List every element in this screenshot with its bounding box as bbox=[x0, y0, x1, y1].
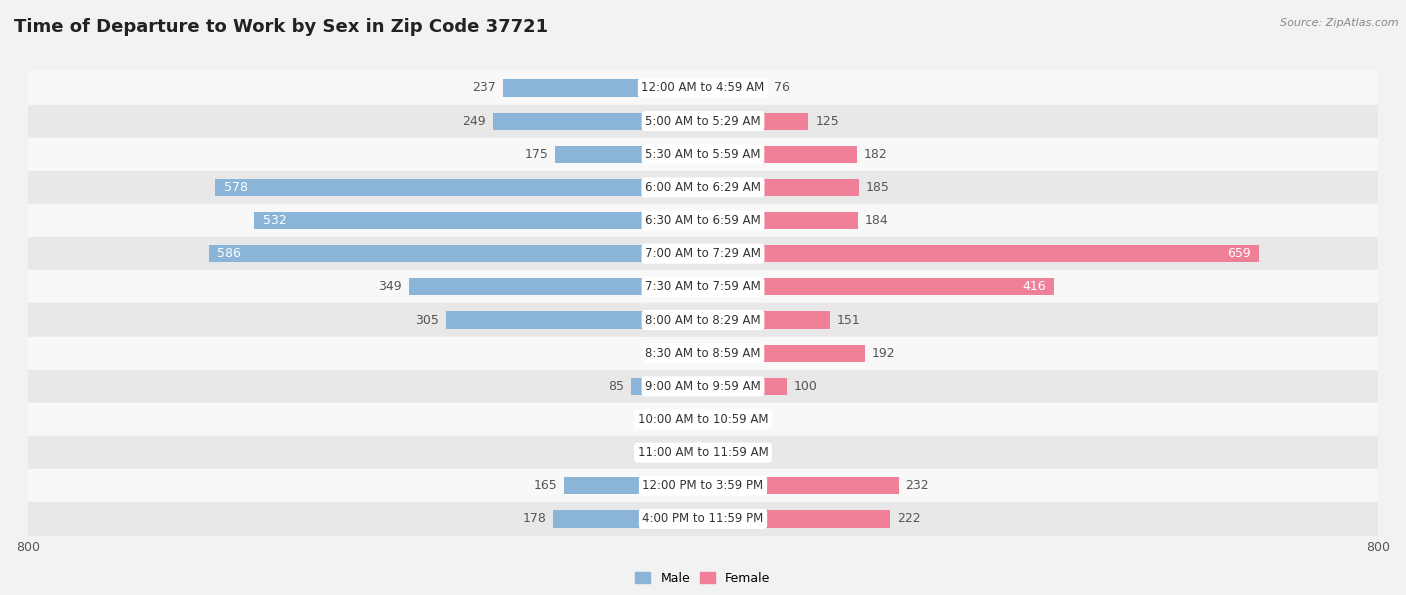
Bar bbox=[494, 112, 703, 130]
Text: 578: 578 bbox=[224, 181, 247, 194]
Text: 5:00 AM to 5:29 AM: 5:00 AM to 5:29 AM bbox=[645, 115, 761, 127]
Bar bbox=[28, 337, 1378, 369]
Bar bbox=[703, 477, 898, 494]
Text: 178: 178 bbox=[522, 512, 546, 525]
Text: 586: 586 bbox=[217, 248, 240, 260]
Text: 10:00 AM to 10:59 AM: 10:00 AM to 10:59 AM bbox=[638, 413, 768, 426]
Bar bbox=[28, 403, 1378, 436]
Bar bbox=[28, 137, 1378, 171]
Text: 237: 237 bbox=[472, 82, 496, 95]
Text: 100: 100 bbox=[794, 380, 818, 393]
Bar bbox=[631, 378, 703, 395]
Bar bbox=[28, 502, 1378, 536]
Bar bbox=[28, 237, 1378, 270]
Text: 659: 659 bbox=[1227, 248, 1250, 260]
Text: 11:00 AM to 11:59 AM: 11:00 AM to 11:59 AM bbox=[638, 446, 768, 459]
Text: 249: 249 bbox=[463, 115, 486, 127]
Text: 184: 184 bbox=[865, 214, 889, 227]
Text: 6:30 AM to 6:59 AM: 6:30 AM to 6:59 AM bbox=[645, 214, 761, 227]
Bar bbox=[703, 444, 723, 461]
Bar bbox=[28, 469, 1378, 502]
Text: 222: 222 bbox=[897, 512, 921, 525]
Text: 8:00 AM to 8:29 AM: 8:00 AM to 8:29 AM bbox=[645, 314, 761, 327]
Bar bbox=[409, 278, 703, 296]
Text: 532: 532 bbox=[263, 214, 287, 227]
Bar bbox=[564, 477, 703, 494]
Bar bbox=[28, 270, 1378, 303]
Text: 55: 55 bbox=[634, 446, 650, 459]
Bar bbox=[703, 212, 858, 229]
Bar bbox=[703, 146, 856, 163]
Bar bbox=[553, 511, 703, 528]
Bar bbox=[503, 79, 703, 96]
Text: 165: 165 bbox=[533, 480, 557, 492]
Bar bbox=[555, 146, 703, 163]
Text: 7:00 AM to 7:29 AM: 7:00 AM to 7:29 AM bbox=[645, 248, 761, 260]
Bar bbox=[28, 71, 1378, 105]
Text: 23: 23 bbox=[730, 446, 745, 459]
Bar bbox=[28, 436, 1378, 469]
Bar bbox=[28, 171, 1378, 204]
Text: 85: 85 bbox=[609, 380, 624, 393]
Bar bbox=[28, 369, 1378, 403]
Text: Source: ZipAtlas.com: Source: ZipAtlas.com bbox=[1281, 18, 1399, 28]
Text: 17: 17 bbox=[666, 413, 682, 426]
Text: 20: 20 bbox=[727, 413, 742, 426]
Text: 125: 125 bbox=[815, 115, 839, 127]
Bar bbox=[689, 411, 703, 428]
Text: 175: 175 bbox=[524, 148, 548, 161]
Bar bbox=[254, 212, 703, 229]
Bar bbox=[703, 378, 787, 395]
Text: 8:30 AM to 8:59 AM: 8:30 AM to 8:59 AM bbox=[645, 347, 761, 359]
Text: 349: 349 bbox=[378, 280, 402, 293]
Bar bbox=[703, 278, 1054, 296]
Text: 4:00 PM to 11:59 PM: 4:00 PM to 11:59 PM bbox=[643, 512, 763, 525]
Text: 151: 151 bbox=[837, 314, 860, 327]
Bar bbox=[703, 345, 865, 362]
Text: 5:30 AM to 5:59 AM: 5:30 AM to 5:59 AM bbox=[645, 148, 761, 161]
Text: 23: 23 bbox=[661, 347, 676, 359]
Bar bbox=[208, 245, 703, 262]
Bar bbox=[446, 311, 703, 328]
Text: 182: 182 bbox=[863, 148, 887, 161]
Text: 6:00 AM to 6:29 AM: 6:00 AM to 6:29 AM bbox=[645, 181, 761, 194]
Bar bbox=[215, 179, 703, 196]
Bar bbox=[28, 204, 1378, 237]
Bar bbox=[703, 411, 720, 428]
Bar bbox=[703, 311, 831, 328]
Text: 305: 305 bbox=[415, 314, 439, 327]
Bar bbox=[683, 345, 703, 362]
Bar bbox=[28, 105, 1378, 137]
Bar bbox=[28, 303, 1378, 337]
Text: Time of Departure to Work by Sex in Zip Code 37721: Time of Departure to Work by Sex in Zip … bbox=[14, 18, 548, 36]
Bar bbox=[703, 245, 1258, 262]
Text: 192: 192 bbox=[872, 347, 896, 359]
Text: 9:00 AM to 9:59 AM: 9:00 AM to 9:59 AM bbox=[645, 380, 761, 393]
Text: 416: 416 bbox=[1022, 280, 1046, 293]
Text: 185: 185 bbox=[866, 181, 890, 194]
Bar bbox=[703, 79, 768, 96]
Bar bbox=[703, 179, 859, 196]
Text: 7:30 AM to 7:59 AM: 7:30 AM to 7:59 AM bbox=[645, 280, 761, 293]
Bar bbox=[703, 112, 808, 130]
Text: 76: 76 bbox=[773, 82, 790, 95]
Bar bbox=[657, 444, 703, 461]
Legend: Male, Female: Male, Female bbox=[636, 572, 770, 585]
Bar bbox=[703, 511, 890, 528]
Text: 232: 232 bbox=[905, 480, 929, 492]
Text: 12:00 PM to 3:59 PM: 12:00 PM to 3:59 PM bbox=[643, 480, 763, 492]
Text: 12:00 AM to 4:59 AM: 12:00 AM to 4:59 AM bbox=[641, 82, 765, 95]
